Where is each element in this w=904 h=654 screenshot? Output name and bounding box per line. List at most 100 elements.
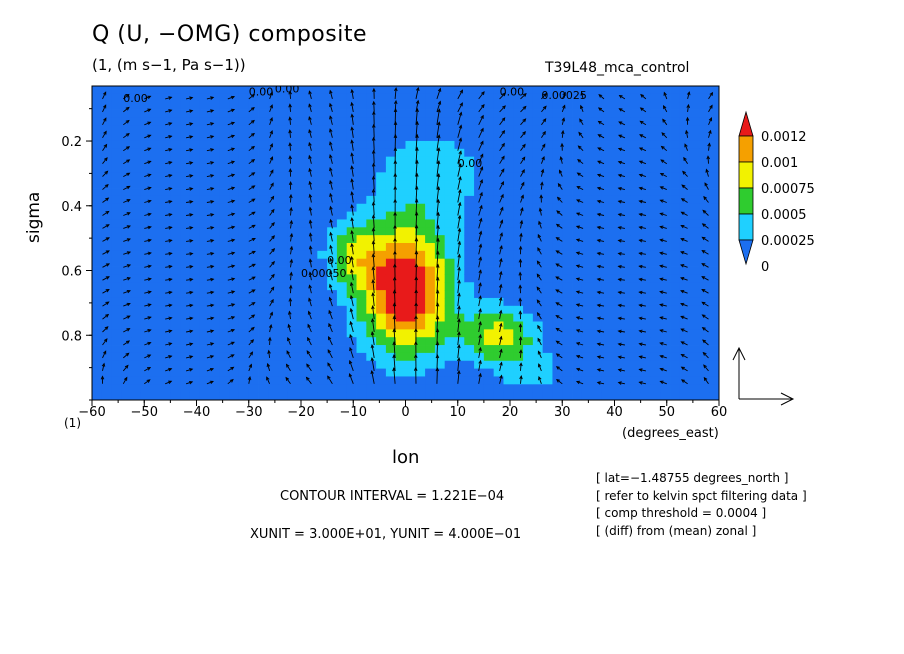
- field-cell: [297, 172, 308, 181]
- wind-vector: [123, 340, 130, 346]
- field-cell: [111, 235, 122, 244]
- wind-vector-head: [499, 257, 503, 263]
- x-tick-label: −30: [235, 405, 262, 420]
- field-cell: [268, 384, 279, 393]
- field-cell: [199, 337, 210, 346]
- wind-vector-head: [457, 318, 461, 323]
- field-cell: [523, 148, 534, 158]
- field-cell: [670, 109, 681, 118]
- wind-vector: [165, 342, 172, 346]
- field-cell: [699, 117, 710, 126]
- wind-vector-head: [540, 168, 545, 173]
- field-cell: [111, 125, 122, 134]
- wind-vector-head: [289, 206, 293, 212]
- field-cell: [170, 384, 181, 393]
- wind-vector: [640, 107, 647, 113]
- field-cell: [562, 235, 573, 244]
- wind-vector-head: [308, 116, 312, 121]
- field-cell: [268, 172, 279, 181]
- wind-vector: [206, 291, 214, 294]
- field-cell: [121, 360, 132, 369]
- field-cell: [376, 101, 387, 110]
- wind-vector: [478, 296, 482, 307]
- field-cell: [689, 93, 700, 103]
- field-cell: [336, 235, 348, 244]
- wind-vector: [290, 272, 292, 281]
- field-cell: [562, 337, 573, 346]
- field-cell: [513, 337, 524, 346]
- field-cell: [513, 219, 524, 228]
- wind-vector: [597, 317, 605, 320]
- field-cell: [621, 384, 632, 393]
- field-cell: [238, 86, 250, 95]
- wind-vector: [597, 356, 605, 359]
- wind-vector-head: [617, 303, 622, 308]
- wind-vector-head: [458, 124, 463, 129]
- field-cell: [679, 109, 691, 118]
- wind-vector: [640, 120, 647, 126]
- field-cell: [532, 376, 544, 385]
- field-cell: [336, 345, 348, 354]
- field-cell: [238, 188, 250, 197]
- field-cell: [140, 376, 152, 385]
- colorbar-label: 0.00025: [761, 234, 815, 249]
- field-cell: [258, 352, 269, 362]
- field-cell: [101, 203, 112, 212]
- field-cell: [92, 290, 103, 299]
- field-cell: [650, 313, 661, 322]
- field-cell: [219, 282, 230, 291]
- field-cell: [532, 180, 544, 189]
- field-cell: [395, 93, 406, 103]
- wind-vector: [144, 278, 151, 281]
- wind-vector-head: [210, 109, 215, 113]
- field-cell: [356, 235, 367, 244]
- wind-vector: [165, 213, 172, 216]
- field-cell: [317, 140, 328, 150]
- field-cell: [395, 337, 406, 346]
- wind-vector: [308, 298, 312, 307]
- field-cell: [199, 164, 210, 173]
- field-cell: [434, 360, 446, 369]
- field-cell: [199, 250, 210, 260]
- wind-vector-head: [617, 381, 622, 385]
- field-cell: [699, 313, 710, 322]
- wind-vector: [227, 187, 235, 191]
- field-cell: [307, 321, 318, 330]
- wind-vector: [351, 127, 354, 138]
- field-cell: [572, 345, 583, 354]
- field-cell: [170, 195, 181, 205]
- field-cell: [552, 305, 563, 315]
- wind-vector: [436, 101, 441, 113]
- wind-vector: [561, 105, 566, 113]
- field-cell: [111, 195, 122, 205]
- wind-vector-head: [210, 122, 215, 126]
- field-cell: [444, 290, 455, 299]
- field-cell: [180, 392, 191, 400]
- field-cell: [238, 211, 250, 220]
- field-cell: [425, 368, 436, 377]
- wind-vector-head: [638, 186, 643, 191]
- wind-vector: [576, 252, 584, 255]
- field-cell: [444, 250, 455, 260]
- field-cell: [611, 235, 622, 244]
- field-cell: [572, 360, 583, 369]
- field-cell: [258, 156, 269, 165]
- field-cell: [278, 313, 289, 322]
- wind-vector: [639, 356, 646, 359]
- wind-vector-head: [555, 327, 560, 332]
- field-cell: [248, 290, 259, 299]
- field-cell: [150, 352, 161, 362]
- field-cell: [640, 384, 651, 393]
- wind-vector: [308, 91, 312, 100]
- field-cell: [670, 329, 681, 338]
- wind-vector-head: [701, 288, 706, 293]
- field-cell: [464, 297, 475, 307]
- field-cell: [278, 274, 289, 283]
- wind-vector: [248, 94, 255, 100]
- field-cell: [317, 392, 328, 400]
- field-cell: [248, 329, 259, 338]
- wind-vector-head: [350, 242, 354, 248]
- wind-vector: [329, 297, 333, 307]
- wind-vector: [144, 265, 151, 268]
- field-cell: [709, 125, 719, 134]
